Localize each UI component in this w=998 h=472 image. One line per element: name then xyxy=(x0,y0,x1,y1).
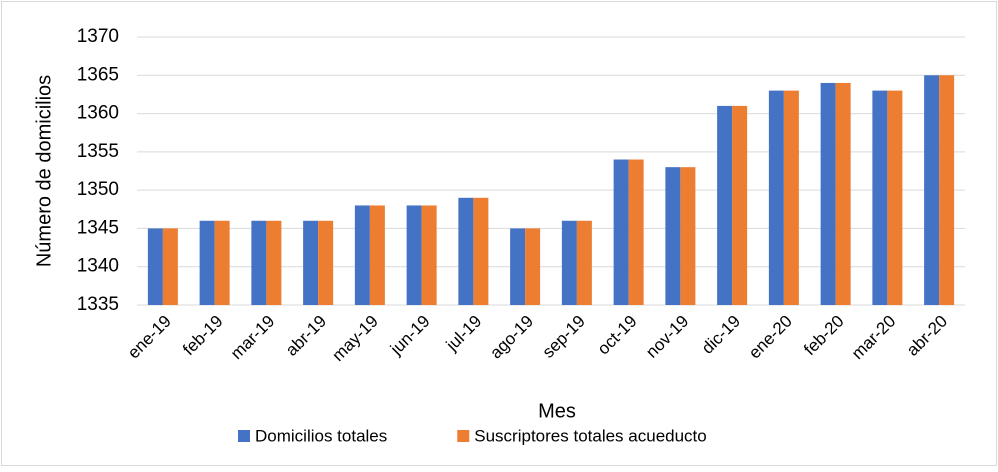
y-axis-label: Número de domicilios xyxy=(33,75,55,267)
y-tick-label: 1370 xyxy=(77,26,119,47)
bar xyxy=(303,220,319,305)
bar xyxy=(872,90,888,305)
bar xyxy=(717,105,733,306)
bar xyxy=(924,75,940,306)
legend-label: Suscriptores totales acueducto xyxy=(474,426,706,445)
bar xyxy=(820,82,836,305)
bar xyxy=(732,105,748,306)
bar xyxy=(887,90,903,305)
bar xyxy=(680,167,696,305)
bar xyxy=(939,75,955,306)
bar xyxy=(251,220,267,305)
y-tick-label: 1345 xyxy=(77,217,119,238)
bar xyxy=(458,197,474,305)
bar xyxy=(561,220,577,305)
bar xyxy=(354,205,370,305)
bar xyxy=(576,220,592,305)
bar xyxy=(406,205,422,305)
y-tick-label: 1350 xyxy=(77,179,119,200)
bar xyxy=(473,197,489,305)
bar xyxy=(162,228,178,305)
bar xyxy=(421,205,437,305)
bar xyxy=(665,167,681,305)
legend-label: Domicilios totales xyxy=(255,426,387,445)
y-tick-label: 1340 xyxy=(77,256,119,277)
bar xyxy=(768,90,784,305)
bar xyxy=(510,228,526,305)
bar xyxy=(613,159,629,305)
bar xyxy=(369,205,385,305)
y-tick-label: 1360 xyxy=(77,103,119,124)
bar xyxy=(835,82,851,305)
y-tick-label: 1355 xyxy=(77,141,119,162)
legend-swatch xyxy=(238,430,250,442)
bar xyxy=(147,228,163,305)
x-axis-label: Mes xyxy=(538,400,576,422)
bar xyxy=(199,220,215,305)
bar xyxy=(266,220,282,305)
legend-swatch xyxy=(457,430,470,442)
bar xyxy=(525,228,541,305)
bar xyxy=(783,90,799,305)
bar xyxy=(214,220,230,305)
bar xyxy=(318,220,334,305)
y-tick-label: 1365 xyxy=(77,64,119,85)
bar xyxy=(628,159,644,305)
y-tick-label: 1335 xyxy=(77,294,119,315)
